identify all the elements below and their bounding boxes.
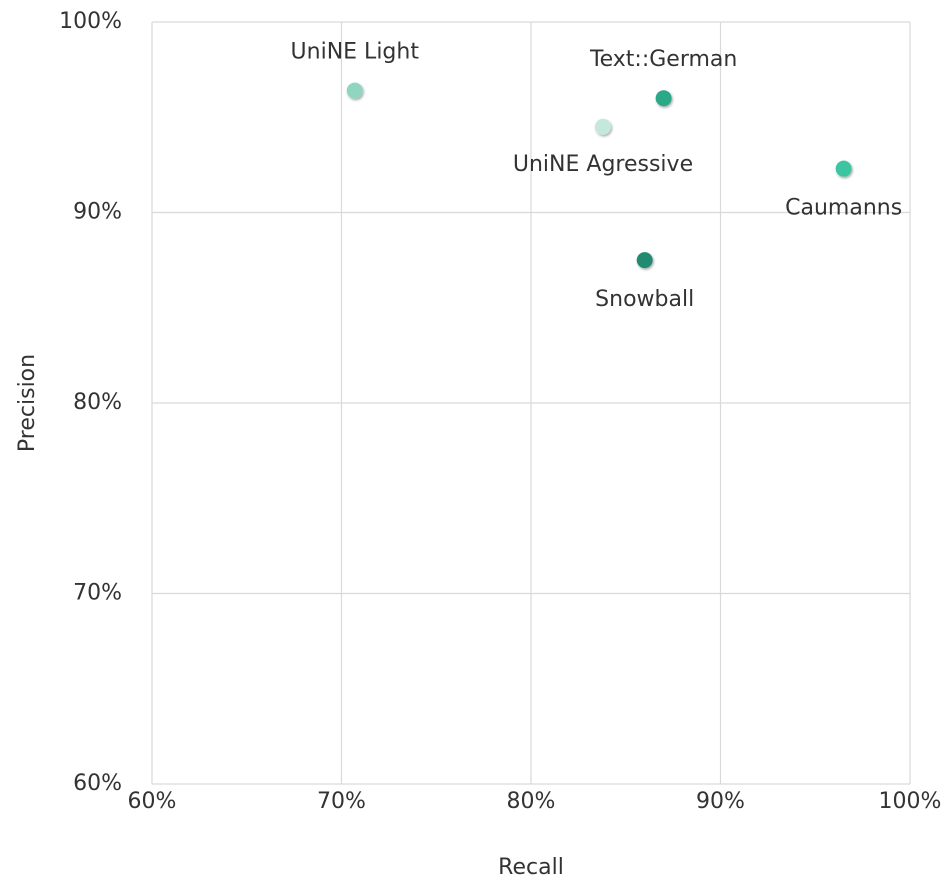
point-label: Text::German — [589, 47, 737, 72]
y-tick-label: 70% — [73, 581, 122, 606]
point-label: UniNE Light — [291, 40, 420, 65]
point — [655, 90, 672, 107]
y-axis-title: Precision — [15, 354, 40, 452]
x-tick-label: 80% — [507, 789, 556, 814]
point-label: Caumanns — [785, 196, 902, 221]
point — [835, 160, 852, 177]
point-label: Snowball — [595, 287, 694, 312]
y-tick-label: 90% — [73, 200, 122, 225]
point — [346, 82, 363, 99]
x-tick-label: 70% — [317, 789, 366, 814]
x-tick-label: 90% — [696, 789, 745, 814]
point-label: UniNE Agressive — [513, 152, 693, 177]
x-tick-label: 100% — [879, 789, 942, 814]
y-tick-label: 80% — [73, 390, 122, 415]
x-tick-label: 60% — [128, 789, 177, 814]
y-tick-label: 100% — [59, 9, 122, 34]
y-tick-label: 60% — [73, 771, 122, 796]
x-axis-title: Recall — [498, 855, 564, 880]
point — [636, 252, 653, 269]
point — [595, 118, 612, 135]
